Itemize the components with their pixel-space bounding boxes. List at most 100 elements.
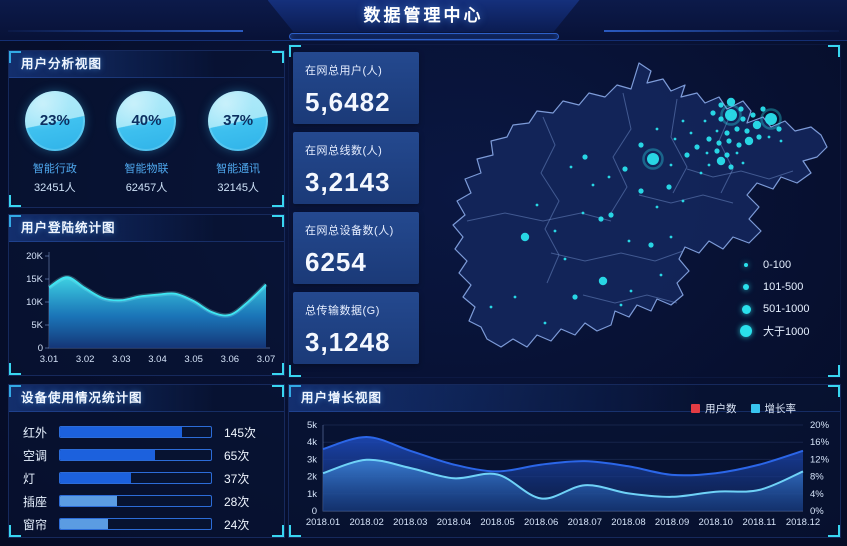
map-bubbles [489,97,783,325]
panel-device-usage: 设备使用情况统计图 红外 145次 空调 65次 灯 37次 插座 28次 窗帘… [8,384,285,538]
map-bubble [647,153,659,165]
map-bubble [520,232,530,242]
map-bubble [669,163,673,167]
gauge-count: 32145人 [217,182,259,194]
legend-item-users[interactable]: 用户数 [691,401,737,416]
map-bubble [776,126,782,132]
device-bar-track [59,426,212,438]
map-bubble [752,120,762,130]
map-bubble [622,166,628,172]
axis-tick-label: 4k [307,437,317,448]
map-bubble [714,148,720,154]
map-legend-item[interactable]: 501-1000 [739,301,810,317]
map-bubble [629,289,633,293]
map-bubble [767,135,771,139]
gauge-label: 智能行政 [32,163,77,175]
bubble-size-icon [740,325,752,337]
gauge-row: 23% 智能行政 32451人 40% 智能物联 62457人 37% 智能通讯… [9,78,284,195]
map-bubble [694,144,700,150]
stat-label: 在网总线数(人) [305,145,383,157]
map-bubble [581,211,585,215]
map-bubble [582,154,588,160]
stat-label: 在网总设备数(人) [305,225,394,237]
legend-item-growth-rate[interactable]: 增长率 [750,401,796,416]
gauge-smart-comm: 37% 智能通讯 32145人 [193,91,284,195]
panel-title-user-growth: 用户增长视图 [289,385,840,412]
axis-tick-label: 2018.11 [743,517,777,528]
gauge-count: 62457人 [125,182,168,194]
bubble-size-icon [743,284,749,290]
map-bubble [659,273,663,277]
liquid-gauge-circle: 40% [116,91,177,151]
device-bar-fill [60,496,118,506]
device-bar-track [59,518,212,530]
device-label: 灯 [23,471,36,486]
map-bubble [608,212,614,218]
growth-rate-area-fill [323,459,803,511]
gauge-smart-iot: 40% 智能物联 62457人 [101,91,192,195]
device-bar-fill [60,427,183,437]
legend-dot-box [739,284,753,290]
stat-card-total-data: 总传输数据(G) 3,1248 [293,292,419,364]
map-legend-item[interactable]: 大于1000 [739,323,810,339]
legend-label: 0-100 [763,259,792,271]
axis-tick-label: 2018.02 [349,517,383,528]
axis-tick-label: 3.03 [112,354,131,365]
axis-tick-label: 3k [307,454,317,465]
map-bubble [699,171,703,175]
map-bubble [684,152,690,158]
map-bubble [756,134,762,140]
map-bubble [736,142,742,148]
axis-tick-label: 2018.06 [524,517,558,528]
map-bubble [627,239,631,243]
device-usage-rows: 红外 145次 空调 65次 灯 37次 插座 28次 窗帘 24次 [9,412,284,532]
map-size-legend: 0-100 101-500 501-1000 大于1000 [739,257,810,345]
map-bubble [681,119,685,123]
gauge-label: 智能通讯 [216,163,261,175]
map-bubble [669,235,673,239]
map-bubble [716,140,722,146]
stat-cards-column: 在网总用户(人) 5,6482 在网总线数(人) 3,2143 在网总设备数(人… [293,52,419,364]
device-value: 37次 [224,471,250,486]
panel-title-login-stats: 用户登陆统计图 [9,215,284,242]
legend-label: 用户数 [705,403,737,415]
axis-tick-label: 2k [307,472,317,483]
gauge-percent: 23% [39,112,70,129]
map-bubble [638,188,644,194]
header-title-plate: 数据管理中心 [268,0,580,32]
map-bubble [726,138,732,144]
axis-tick-label: 0 [38,343,43,354]
axis-tick-label: 16% [810,437,830,448]
device-bar-track [59,472,212,484]
gauge-percent: 40% [131,112,162,129]
map-legend-item[interactable]: 101-500 [739,279,810,295]
axis-tick-label: 20% [810,420,830,431]
device-row-socket: 插座 28次 [23,493,270,509]
map-bubble [716,156,726,166]
map-bubble [666,184,672,190]
axis-tick-label: 1k [307,489,317,500]
map-bubble [744,128,750,134]
axis-tick-label: 4% [810,489,824,500]
map-bubble [705,151,709,155]
map-bubble [689,131,693,135]
map-bubble [607,175,611,179]
growth-plot [322,424,804,512]
axis-tick-label: 3.07 [257,354,276,365]
map-bubble [724,152,730,158]
map-bubble [638,142,644,148]
legend-dot-box [739,304,753,314]
header-underline-decoration [288,33,559,40]
login-line [48,276,267,317]
device-bar-track [59,495,212,507]
map-bubble [569,165,573,169]
login-area-chart: 0 5K 10K 15K 20K 3.01 3.02 3.03 3.04 3.05 3.06 3.07 [26,251,276,365]
map-bubble [740,116,746,122]
stat-value: 6254 [305,247,367,277]
gauge-label: 智能物联 [124,163,169,175]
map-legend-item[interactable]: 0-100 [739,257,810,273]
map-bubble [741,161,745,165]
stat-value: 5,6482 [305,87,391,117]
gauge-smart-admin: 23% 智能行政 32451人 [9,91,100,195]
axis-tick-label: 2018.03 [393,517,427,528]
